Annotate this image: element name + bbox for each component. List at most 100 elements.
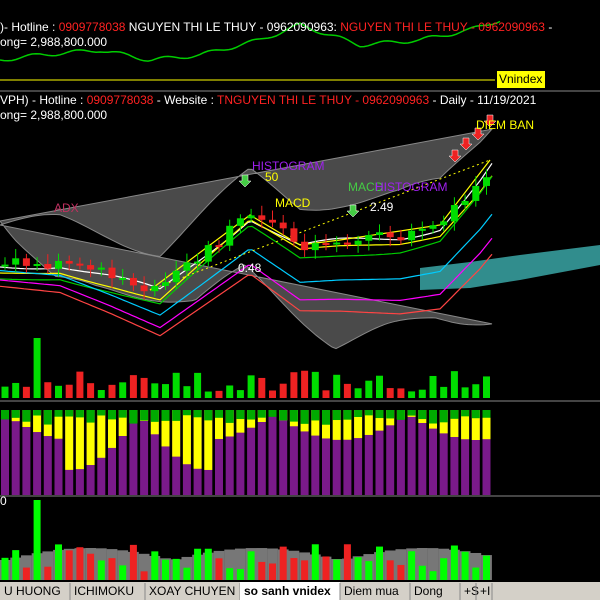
bottom-bar [269,563,276,580]
tab[interactable]: so sanh vnidex [244,584,331,598]
histogram-bar [257,410,266,495]
trend-line [149,159,491,291]
tab[interactable]: +S [464,584,479,598]
histogram-cap [311,410,320,421]
signal-arrow [346,204,360,218]
annotation: 50 [265,170,279,184]
cloud [420,245,600,290]
bottom-bar [55,544,62,580]
volume-bar [343,383,351,398]
bottom-bar [354,557,362,580]
annotation: 2.49 [370,200,394,214]
histogram-bar [11,410,20,495]
histogram-cap [150,410,159,422]
header-part: - Daily - 11/19/2021 [429,93,536,107]
bottom-bar [215,558,223,580]
candle-body [311,243,319,251]
bottom-bar [236,568,244,580]
volume-bar [12,382,20,398]
histogram-bar [332,410,341,495]
histogram-top [236,410,245,433]
histogram-top [108,410,116,448]
volume-bar [236,390,244,398]
candle-body [397,237,405,241]
histogram-cap [322,410,330,425]
histogram-cap [439,410,448,423]
volume-bar [194,372,202,398]
candle-body [450,205,458,222]
histogram-bar [396,410,405,495]
volume-bar [365,380,373,398]
histogram-top [65,410,74,470]
volume-bar [204,391,212,398]
bottom-bar [418,565,426,580]
volume-bar [119,382,127,398]
bottom-bar [322,556,330,580]
header-part: - [545,20,552,34]
header-part: TNGUYEN THI LE THUY - 0962090963 [217,93,429,107]
histogram-cap [268,410,277,417]
signal-arrow [448,149,462,163]
histogram-top [118,410,127,436]
volume-line: ong= 2,988,800.000 [0,35,107,49]
annotation: MACD [348,180,384,194]
candle-body [333,242,341,245]
bottom-bar [65,550,73,580]
histogram-cap [204,410,213,421]
bottom-bar [311,544,319,580]
histogram-cap [418,410,427,420]
histogram-cap [43,410,52,425]
histogram-cap [97,410,106,416]
moving-average [0,175,493,301]
volume-bar [472,384,480,398]
candle-body [322,243,330,246]
histogram-cap [461,410,470,417]
candle-body [418,228,426,231]
bottom-area [42,551,54,580]
candle-body [151,285,159,292]
histogram-top [97,410,106,458]
bottom-bar [119,565,127,580]
histogram-cap [471,410,480,419]
tab[interactable]: U HUONG [4,584,61,598]
bottom-bar [22,567,30,580]
histogram-cap [257,410,266,418]
bottom-bar [450,545,458,580]
histogram-bar [22,410,31,495]
volume-bar [183,386,191,398]
volume-bar [129,375,137,398]
candle-body [87,265,95,270]
volume-bar [140,377,148,398]
histogram-bar [482,410,491,495]
tab[interactable]: XOAY CHUYEN [149,584,235,598]
tab[interactable]: ICHIMOKU [74,584,134,598]
signal-arrow [238,174,252,188]
tab[interactable]: Diem mua [344,584,399,598]
header-part: )- Hotline : [0,20,59,34]
bottom-bar [397,564,405,580]
volume-bar [76,371,84,398]
histogram-bar [407,410,416,495]
tab[interactable]: +I [480,584,490,598]
histogram-cap [215,410,223,418]
histogram-top [161,410,170,447]
histogram-cap [396,410,405,420]
histogram-cap [129,410,138,424]
volume-bar [408,391,416,398]
candle-body [140,285,148,292]
bottom-bar [333,559,341,580]
histogram-top [461,410,470,440]
bottom-bar [194,548,202,580]
candle-body [386,232,394,238]
tab[interactable]: Dong [414,584,443,598]
bottom-bar [408,551,416,580]
histogram-cap [279,410,288,421]
volume-bar [44,382,52,398]
histogram-bar [43,410,52,495]
histogram-bar [54,410,63,495]
volume-bar [386,388,394,398]
volume-bar [22,386,30,398]
candle-body [354,240,362,245]
volume-bar [376,375,383,398]
